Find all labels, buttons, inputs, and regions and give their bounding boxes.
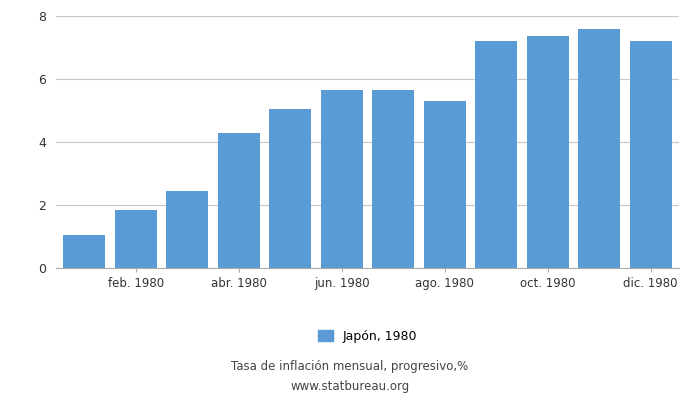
Bar (321, 90, 363, 268)
Bar (424, 101, 466, 268)
Bar (115, 210, 157, 268)
Bar (475, 41, 517, 268)
Bar (218, 132, 260, 268)
Bar (526, 36, 569, 268)
Bar (629, 41, 672, 268)
Text: www.statbureau.org: www.statbureau.org (290, 380, 410, 393)
Bar (270, 109, 312, 268)
Bar (372, 90, 414, 268)
Legend: Japón, 1980: Japón, 1980 (318, 330, 417, 343)
Bar (166, 191, 209, 268)
Text: Tasa de inflación mensual, progresivo,%: Tasa de inflación mensual, progresivo,% (232, 360, 468, 373)
Bar (578, 29, 620, 268)
Bar (63, 235, 106, 268)
